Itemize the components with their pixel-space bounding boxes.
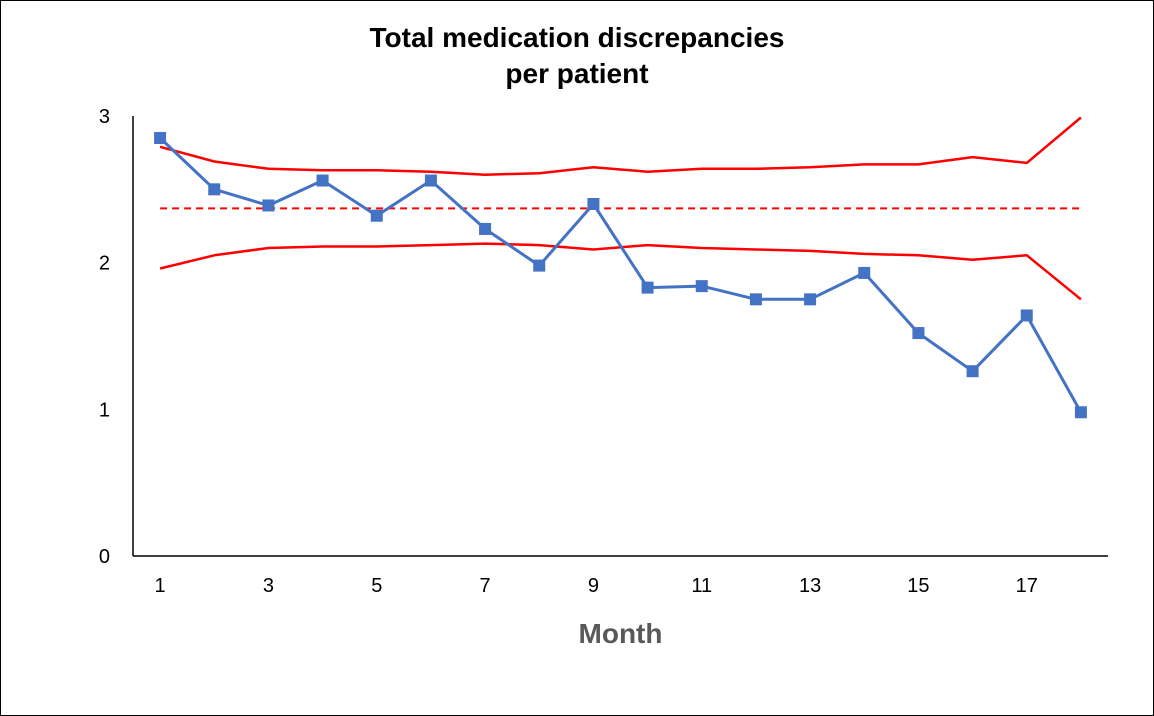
data-point — [858, 266, 871, 279]
data-point — [587, 198, 600, 210]
x-tick-label: 5 — [371, 575, 382, 597]
chart-axes — [132, 116, 1108, 557]
data-point — [533, 259, 546, 272]
data-point — [641, 281, 654, 294]
y-axis-ticks: 0 1 2 3 — [99, 106, 110, 568]
x-tick-label: 15 — [907, 575, 929, 597]
data-point — [1074, 406, 1087, 419]
x-tick-label: 1 — [155, 575, 166, 597]
x-axis-ticks: 1 3 5 7 9 11 13 15 17 — [155, 575, 1038, 597]
x-tick-label: 17 — [1016, 575, 1038, 597]
data-point — [424, 174, 437, 187]
data-point — [912, 327, 925, 340]
data-point — [154, 132, 167, 144]
chart-title-line-2: per patient — [505, 58, 649, 89]
data-point — [262, 199, 275, 212]
x-tick-label: 3 — [263, 575, 274, 597]
x-tick-label: 7 — [480, 575, 491, 597]
x-tick-label: 9 — [588, 575, 599, 597]
x-tick-label: 11 — [691, 575, 712, 597]
y-tick-label: 1 — [99, 399, 110, 421]
y-tick-label: 3 — [99, 106, 110, 128]
series-lower-control-limit — [159, 242, 1082, 301]
y-tick-label: 2 — [99, 253, 110, 275]
data-point — [695, 280, 708, 293]
series-line-lower-control-limit — [159, 242, 1082, 301]
data-point — [370, 209, 383, 222]
x-tick-label: 13 — [799, 575, 821, 597]
data-point — [966, 365, 979, 378]
data-point — [316, 174, 329, 187]
data-point — [804, 293, 817, 306]
x-axis-title: Month — [579, 618, 663, 649]
data-point — [479, 222, 492, 235]
data-point — [749, 293, 762, 306]
data-point — [1020, 309, 1033, 322]
series-line-upper-control-limit — [159, 116, 1082, 176]
chart-title-line-1: Total medication discrepancies — [369, 22, 785, 53]
data-point — [208, 183, 221, 196]
series-discrepancies — [154, 132, 1087, 419]
chart-title: Total medication discrepancies per patie… — [0, 20, 1154, 92]
series-layer — [154, 116, 1087, 419]
y-tick-label: 0 — [99, 546, 110, 568]
series-line-discrepancies — [159, 136, 1083, 414]
series-upper-control-limit — [159, 116, 1082, 176]
